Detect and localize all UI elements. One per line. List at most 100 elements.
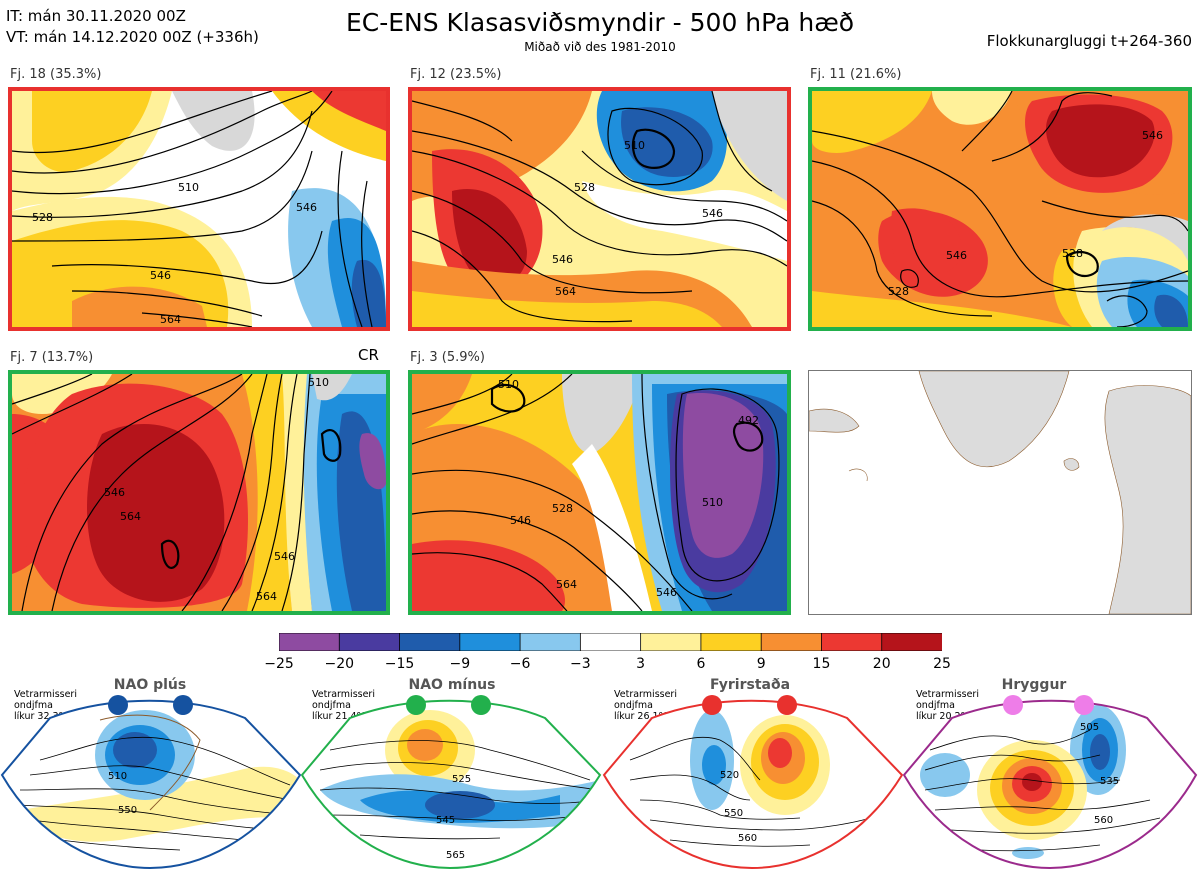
colorbar-swatch bbox=[519, 632, 582, 652]
p5-contour-546: 546 bbox=[510, 514, 531, 527]
cluster-map-1[interactable]: 510 528 546 564 546 bbox=[8, 87, 390, 331]
reference-map-graphic bbox=[809, 371, 1191, 614]
regime-2-months: ondjfma bbox=[312, 700, 351, 711]
panel-2-label: Fj. 12 (23.5%) bbox=[410, 67, 502, 82]
regime-1-contour-b: 550 bbox=[118, 805, 137, 816]
regime-4-title: Hryggur bbox=[1001, 677, 1067, 693]
colorbar-tick-label: −9 bbox=[449, 656, 471, 672]
colorbar-tick-label: 9 bbox=[756, 656, 766, 672]
regime-2-contour-b: 545 bbox=[436, 815, 455, 826]
p1-contour-564: 564 bbox=[160, 313, 181, 326]
cr-label: CR bbox=[358, 346, 379, 364]
regime-2-contour-c: 565 bbox=[446, 850, 465, 861]
panel-1-label: Fj. 18 (35.3%) bbox=[10, 67, 102, 82]
regime-4-probability: líkur 20,2% bbox=[916, 711, 970, 722]
regime-4-contour-b: 535 bbox=[1100, 776, 1119, 787]
p3-contour-528: 528 bbox=[1062, 247, 1083, 260]
page-subtitle: Miðað við des 1981-2010 bbox=[524, 40, 676, 54]
colorbar-tick-label: 25 bbox=[933, 656, 951, 672]
regime-3-title: Fyrirstaða bbox=[709, 677, 791, 693]
regime-1-map bbox=[2, 700, 300, 868]
colorbar-swatch bbox=[278, 632, 341, 652]
p3-contour-528b: 528 bbox=[888, 285, 909, 298]
panel-5-label: Fj. 3 (5.9%) bbox=[410, 350, 485, 365]
cluster-map-2-graphic: 510 528 546 564 546 bbox=[412, 91, 787, 327]
p4-contour-564b: 564 bbox=[256, 590, 277, 603]
colorbar-tick-label: 15 bbox=[812, 656, 831, 672]
p2-contour-564: 564 bbox=[555, 285, 576, 298]
regime-3-info: Vetrarmisseri ondjfma líkur 26,1% bbox=[614, 689, 677, 722]
regime-1-season: Vetrarmisseri bbox=[14, 689, 77, 700]
colorbar-tick-label: −3 bbox=[570, 656, 591, 672]
regime-1-marker-a bbox=[108, 695, 128, 715]
regime-maps-graphic: 510 550 525 545 565 bbox=[0, 695, 1198, 870]
cluster-map-5[interactable]: 510 528 546 564 492 510 546 bbox=[408, 370, 791, 615]
regime-3-probability: líkur 26,1% bbox=[614, 711, 668, 722]
regime-2-marker-b bbox=[471, 695, 491, 715]
colorbar-swatch bbox=[881, 632, 943, 652]
colorbar-swatch bbox=[399, 632, 461, 652]
regime-3-contour-c: 560 bbox=[738, 833, 757, 844]
regime-1-title: NAO plús bbox=[113, 677, 187, 693]
regime-2-map bbox=[302, 700, 600, 868]
p2-contour-546: 546 bbox=[552, 253, 573, 266]
colorbar-tick-label: 3 bbox=[636, 656, 646, 672]
colorbar-tick-label: −25 bbox=[264, 656, 294, 672]
regime-2-probability: líkur 21,4% bbox=[312, 711, 366, 722]
p4-contour-510: 510 bbox=[308, 376, 329, 389]
regime-2-marker-a bbox=[406, 695, 426, 715]
p3-contour-546b: 546 bbox=[946, 249, 967, 262]
page-title: EC-ENS Klasasviðsmyndir - 500 hPa hæð bbox=[345, 8, 855, 37]
p5-contour-546b: 546 bbox=[656, 586, 677, 599]
p1-contour-546: 546 bbox=[150, 269, 171, 282]
regime-1-marker-b bbox=[173, 695, 193, 715]
regime-4-months: ondjfma bbox=[916, 700, 955, 711]
colorbar-swatch bbox=[338, 632, 401, 652]
colorbar-tick-label: −6 bbox=[509, 656, 531, 672]
p1-contour-510: 510 bbox=[178, 181, 199, 194]
regime-3-contour-a: 520 bbox=[720, 770, 739, 781]
regime-2-contour-a: 525 bbox=[452, 774, 471, 785]
p4-contour-564: 564 bbox=[120, 510, 141, 523]
regime-3-contour-b: 550 bbox=[724, 808, 743, 819]
colorbar-swatch bbox=[760, 632, 823, 652]
p5-contour-564: 564 bbox=[556, 578, 577, 591]
p5-contour-528: 528 bbox=[552, 502, 573, 515]
regime-1-info: Vetrarmisseri ondjfma líkur 32,3% bbox=[14, 689, 77, 722]
colorbar-swatch bbox=[821, 632, 883, 652]
p3-contour-546: 546 bbox=[1142, 129, 1163, 142]
regime-2-title: NAO mínus bbox=[408, 677, 496, 693]
regime-3-months: ondjfma bbox=[614, 700, 653, 711]
colorbar bbox=[278, 632, 943, 652]
colorbar-swatch bbox=[459, 632, 521, 652]
panel-3-label: Fj. 11 (21.6%) bbox=[810, 67, 902, 82]
regime-maps: 510 550 525 545 565 bbox=[0, 690, 1200, 871]
reference-map bbox=[808, 370, 1192, 615]
header-info: IT: mán 30.11.2020 00Z VT: mán 14.12.202… bbox=[6, 6, 259, 48]
regime-4-contour-a: 505 bbox=[1080, 722, 1099, 733]
p1-contour-546b: 546 bbox=[296, 201, 317, 214]
colorbar-tick-label: 20 bbox=[872, 656, 891, 672]
regime-1-months: ondjfma bbox=[14, 700, 53, 711]
regime-4-season: Vetrarmisseri bbox=[916, 689, 979, 700]
regime-3-marker-b bbox=[777, 695, 797, 715]
p5-contour-510b: 510 bbox=[702, 496, 723, 509]
valid-time: VT: mán 14.12.2020 00Z (+336h) bbox=[6, 28, 259, 46]
colorbar-graphic bbox=[278, 632, 943, 652]
regime-1-contour-a: 510 bbox=[108, 771, 127, 782]
p4-contour-546b: 546 bbox=[274, 550, 295, 563]
cluster-map-1-graphic: 510 528 546 564 546 bbox=[12, 91, 386, 327]
p5-contour-492: 492 bbox=[738, 414, 759, 427]
colorbar-swatch bbox=[640, 632, 702, 652]
colorbar-tick-label: −15 bbox=[384, 656, 415, 672]
regime-3-season: Vetrarmisseri bbox=[614, 689, 677, 700]
cluster-map-2[interactable]: 510 528 546 564 546 bbox=[408, 87, 791, 331]
cluster-map-3[interactable]: 546 528 546 528 bbox=[808, 87, 1192, 331]
p4-contour-546: 546 bbox=[104, 486, 125, 499]
cluster-map-4[interactable]: 546 564 546 564 510 bbox=[8, 370, 390, 615]
classification-window: Flokkunargluggi t+264-360 bbox=[986, 32, 1192, 50]
p5-contour-510: 510 bbox=[498, 378, 519, 391]
p1-contour-528: 528 bbox=[32, 211, 53, 224]
colorbar-tick-label: 6 bbox=[696, 656, 706, 672]
p2-contour-510: 510 bbox=[624, 139, 645, 152]
